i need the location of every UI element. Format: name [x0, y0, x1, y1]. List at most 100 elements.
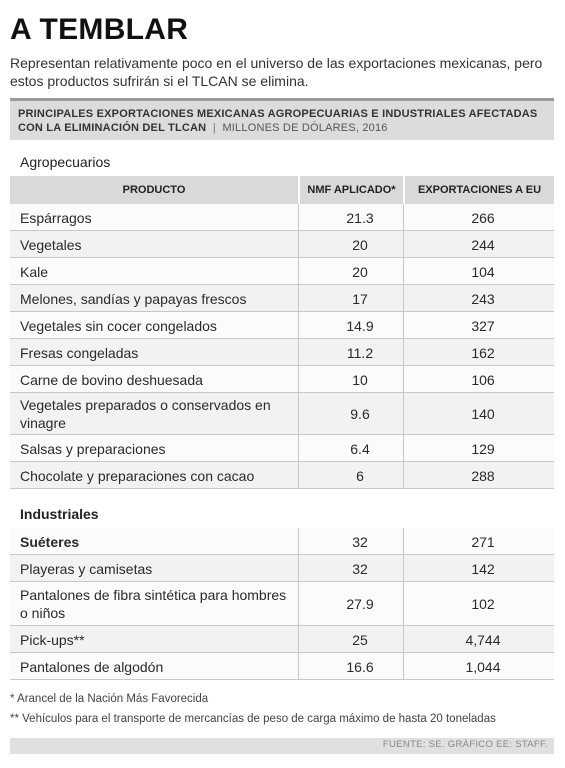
column-divider: [403, 462, 404, 489]
exports-value: 106: [471, 371, 495, 388]
nmf-value: 6: [356, 467, 364, 484]
exports-value: 243: [471, 290, 495, 307]
product-name: Carne de bovino deshuesada: [20, 371, 203, 388]
table-row: Salsas y preparaciones 6.4 129: [10, 435, 554, 462]
column-divider: [298, 285, 299, 312]
product-name: Vegetales: [20, 236, 82, 253]
table-row: Carne de bovino deshuesada 10 106: [10, 366, 554, 393]
column-divider: [403, 653, 404, 680]
column-divider: [403, 555, 404, 582]
column-divider: [403, 285, 404, 312]
table-header-band: PRINCIPALES EXPORTACIONES MEXICANAS AGRO…: [10, 98, 554, 140]
source-band: FUENTE: SE. GRÁFICO EE: STAFF.: [10, 738, 554, 754]
nmf-value: 25: [352, 631, 368, 648]
column-divider: [403, 366, 404, 393]
nmf-value: 20: [352, 236, 368, 253]
column-divider: [298, 393, 299, 435]
source-text: FUENTE: SE. GRÁFICO EE: STAFF.: [382, 739, 548, 750]
column-header-nmf: NMF APLICADO*: [299, 176, 403, 204]
exports-value: 271: [471, 533, 495, 550]
footnote-nmf: * Arancel de la Nación Más Favorecida: [10, 693, 209, 705]
nmf-value: 10: [352, 371, 368, 388]
column-divider: [403, 626, 404, 653]
product-name: Suéteres: [20, 533, 80, 550]
column-divider: [298, 231, 299, 258]
subtitle: Representan relativamente poco en el uni…: [10, 55, 543, 89]
column-divider: [403, 204, 404, 231]
column-divider: [298, 258, 299, 285]
column-divider: [298, 555, 299, 582]
column-divider: [403, 582, 404, 626]
table-row: Espárragos 21.3 266: [10, 204, 554, 231]
section-title-agro: Agropecuarios: [20, 154, 111, 170]
table-header-unit: MILLONES DE DÓLARES, 2016: [222, 122, 388, 134]
table-row: Melones, sandías y papayas frescos 17 243: [10, 285, 554, 312]
exports-value: 140: [471, 406, 495, 422]
section-title-industrial: Industriales: [20, 506, 99, 522]
table-row: Vegetales sin cocer congelados 14.9 327: [10, 312, 554, 339]
table-row: Playeras y camisetas 32 142: [10, 555, 554, 582]
product-name: Pick-ups**: [20, 631, 85, 648]
nmf-value: 6.4: [350, 440, 370, 457]
page-title: A TEMBLAR: [10, 13, 189, 46]
column-divider: [298, 582, 299, 626]
exports-value: 129: [471, 440, 495, 457]
product-name: Salsas y preparaciones: [20, 440, 166, 457]
column-divider: [403, 339, 404, 366]
column-divider: [403, 231, 404, 258]
nmf-value: 21.3: [346, 209, 374, 226]
product-name: Vegetales sin cocer congelados: [20, 317, 217, 334]
table-row: Pick-ups** 25 4,744: [10, 626, 554, 653]
table-row: Pantalones de fibra sintética para hombr…: [10, 582, 554, 626]
table-header-text: PRINCIPALES EXPORTACIONES MEXICANAS AGRO…: [18, 107, 548, 135]
column-divider: [298, 528, 299, 555]
column-header-exports: EXPORTACIONES A EU: [404, 176, 554, 204]
column-divider: [298, 435, 299, 462]
table-header-separator: |: [209, 122, 220, 134]
product-name: Chocolate y preparaciones con cacao: [20, 467, 255, 484]
table-header-title: PRINCIPALES EXPORTACIONES MEXICANAS AGRO…: [18, 108, 538, 134]
table-row: Fresas congeladas 11.2 162: [10, 339, 554, 366]
column-divider: [403, 528, 404, 555]
product-name: Playeras y camisetas: [20, 560, 153, 577]
column-divider: [298, 653, 299, 680]
table-row: Pantalones de algodón 16.6 1,044: [10, 653, 554, 680]
exports-value: 102: [471, 596, 495, 612]
exports-value: 142: [471, 560, 495, 577]
exports-value: 162: [471, 344, 495, 361]
table-row: Suéteres 32 271: [10, 528, 554, 555]
column-divider: [403, 393, 404, 435]
nmf-value: 9.6: [350, 406, 370, 422]
column-divider: [298, 339, 299, 366]
product-name: Kale: [20, 263, 49, 280]
product-name: Pantalones de fibra sintética para hombr…: [20, 587, 287, 621]
product-name: Espárragos: [20, 209, 92, 226]
nmf-value: 17: [352, 290, 368, 307]
column-divider: [298, 312, 299, 339]
product-name: Vegetales preparados o conservados en vi…: [20, 397, 271, 431]
table-row: Vegetales 20 244: [10, 231, 554, 258]
product-name: Fresas congeladas: [20, 344, 139, 361]
table-row: Vegetales preparados o conservados en vi…: [10, 393, 554, 435]
nmf-value: 32: [352, 533, 368, 550]
exports-value: 288: [471, 467, 495, 484]
nmf-value: 11.2: [346, 344, 374, 361]
exports-value: 244: [471, 236, 495, 253]
nmf-value: 27.9: [346, 596, 374, 612]
nmf-value: 20: [352, 263, 368, 280]
footnote-vehicles: ** Vehículos para el transporte de merca…: [10, 713, 496, 725]
nmf-value: 14.9: [346, 317, 374, 334]
product-name: Pantalones de algodón: [20, 658, 164, 675]
column-divider: [403, 258, 404, 285]
exports-value: 266: [471, 209, 495, 226]
exports-value: 1,044: [465, 658, 501, 675]
column-header-product: PRODUCTO: [10, 176, 298, 204]
nmf-value: 16.6: [346, 658, 374, 675]
exports-value: 104: [471, 263, 495, 280]
exports-value: 327: [471, 317, 495, 334]
table-row: Kale 20 104: [10, 258, 554, 285]
exports-value: 4,744: [465, 631, 501, 648]
product-name: Melones, sandías y papayas frescos: [20, 290, 247, 307]
column-divider: [298, 366, 299, 393]
column-divider: [298, 204, 299, 231]
